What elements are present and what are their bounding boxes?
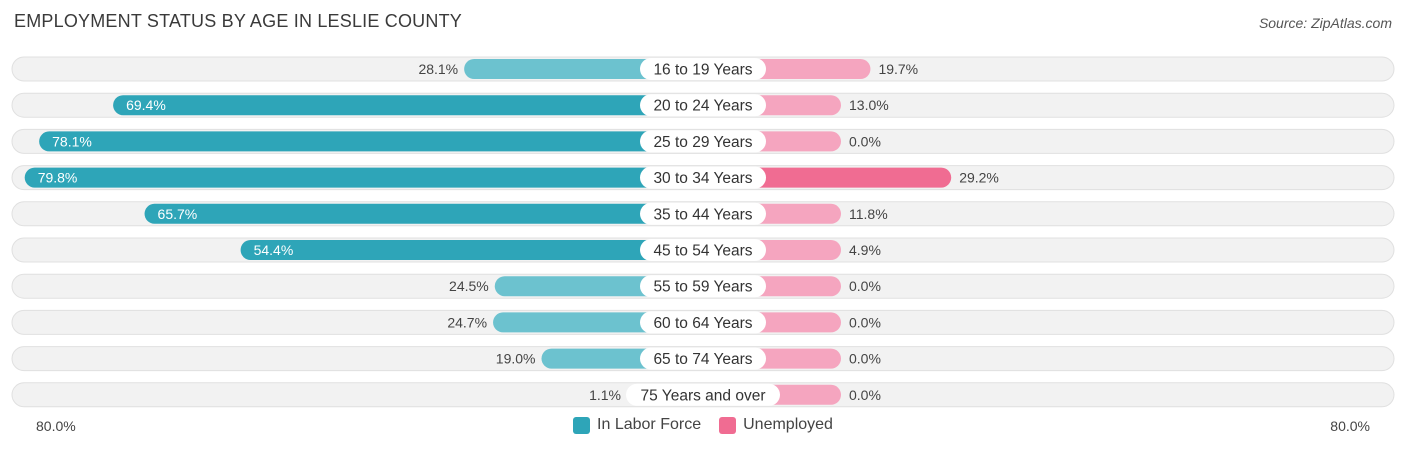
category-pill [640, 166, 766, 189]
category-pill [640, 239, 766, 261]
category-label: 65 to 74 Years [653, 351, 752, 368]
value-label-labor: 28.1% [418, 61, 458, 77]
axis-left-label: 80.0% [36, 418, 76, 434]
category-pill [640, 311, 766, 334]
value-label-unemployed: 13.0% [849, 97, 889, 113]
value-label-unemployed: 29.2% [959, 170, 999, 186]
bar-labor [39, 131, 703, 152]
value-label-unemployed: 0.0% [849, 133, 881, 149]
value-label-labor: 24.7% [447, 314, 487, 330]
legend-swatch-labor [573, 416, 591, 434]
value-label-labor: 78.1% [52, 133, 92, 149]
category-pill [626, 383, 780, 406]
bar-unemployed [703, 167, 952, 188]
category-pill [640, 202, 766, 225]
value-label-labor: 79.8% [38, 170, 78, 186]
category-label: 75 Years and over [641, 387, 766, 404]
category-label: 35 to 44 Years [653, 206, 752, 223]
legend: In Labor Force Unemployed [0, 416, 1406, 434]
bar-labor [24, 167, 703, 188]
value-label-labor: 1.1% [589, 387, 621, 403]
category-label: 16 to 19 Years [653, 62, 752, 79]
axis-right-label: 80.0% [1330, 418, 1370, 434]
chart-title: EMPLOYMENT STATUS BY AGE IN LESLIE COUNT… [14, 11, 462, 31]
value-label-unemployed: 4.9% [849, 242, 881, 258]
category-label: 45 to 54 Years [653, 243, 752, 260]
legend-label-unemployed: Unemployed [743, 416, 833, 433]
category-pill [640, 94, 766, 117]
value-label-labor: 19.0% [496, 351, 536, 367]
value-label-labor: 69.4% [126, 97, 166, 113]
category-label: 60 to 64 Years [653, 315, 752, 332]
legend-label-labor: In Labor Force [597, 416, 702, 433]
legend-item-unemployed: Unemployed [719, 416, 833, 434]
source-label: Source: ZipAtlas.com [1258, 15, 1392, 31]
value-label-unemployed: 0.0% [849, 387, 881, 403]
category-label: 20 to 24 Years [653, 98, 752, 115]
category-label: 25 to 29 Years [653, 134, 752, 151]
legend-swatch-unemployed [719, 416, 737, 434]
value-label-labor: 24.5% [449, 278, 489, 294]
value-label-unemployed: 0.0% [849, 278, 881, 294]
bar-labor [113, 95, 704, 116]
value-label-unemployed: 19.7% [878, 61, 918, 77]
value-label-unemployed: 0.0% [849, 351, 881, 367]
category-pill [640, 275, 766, 298]
value-label-labor: 65.7% [158, 206, 198, 222]
category-pill [640, 130, 766, 153]
value-label-labor: 54.4% [254, 242, 294, 258]
category-label: 55 to 59 Years [653, 279, 752, 296]
bar-labor [144, 203, 704, 224]
category-pill [640, 347, 766, 370]
category-label: 30 to 34 Years [653, 170, 752, 187]
value-label-unemployed: 11.8% [849, 206, 888, 222]
legend-item-labor: In Labor Force [573, 416, 701, 434]
value-label-unemployed: 0.0% [849, 314, 881, 330]
bar-labor [240, 240, 703, 260]
category-pill [640, 58, 766, 80]
